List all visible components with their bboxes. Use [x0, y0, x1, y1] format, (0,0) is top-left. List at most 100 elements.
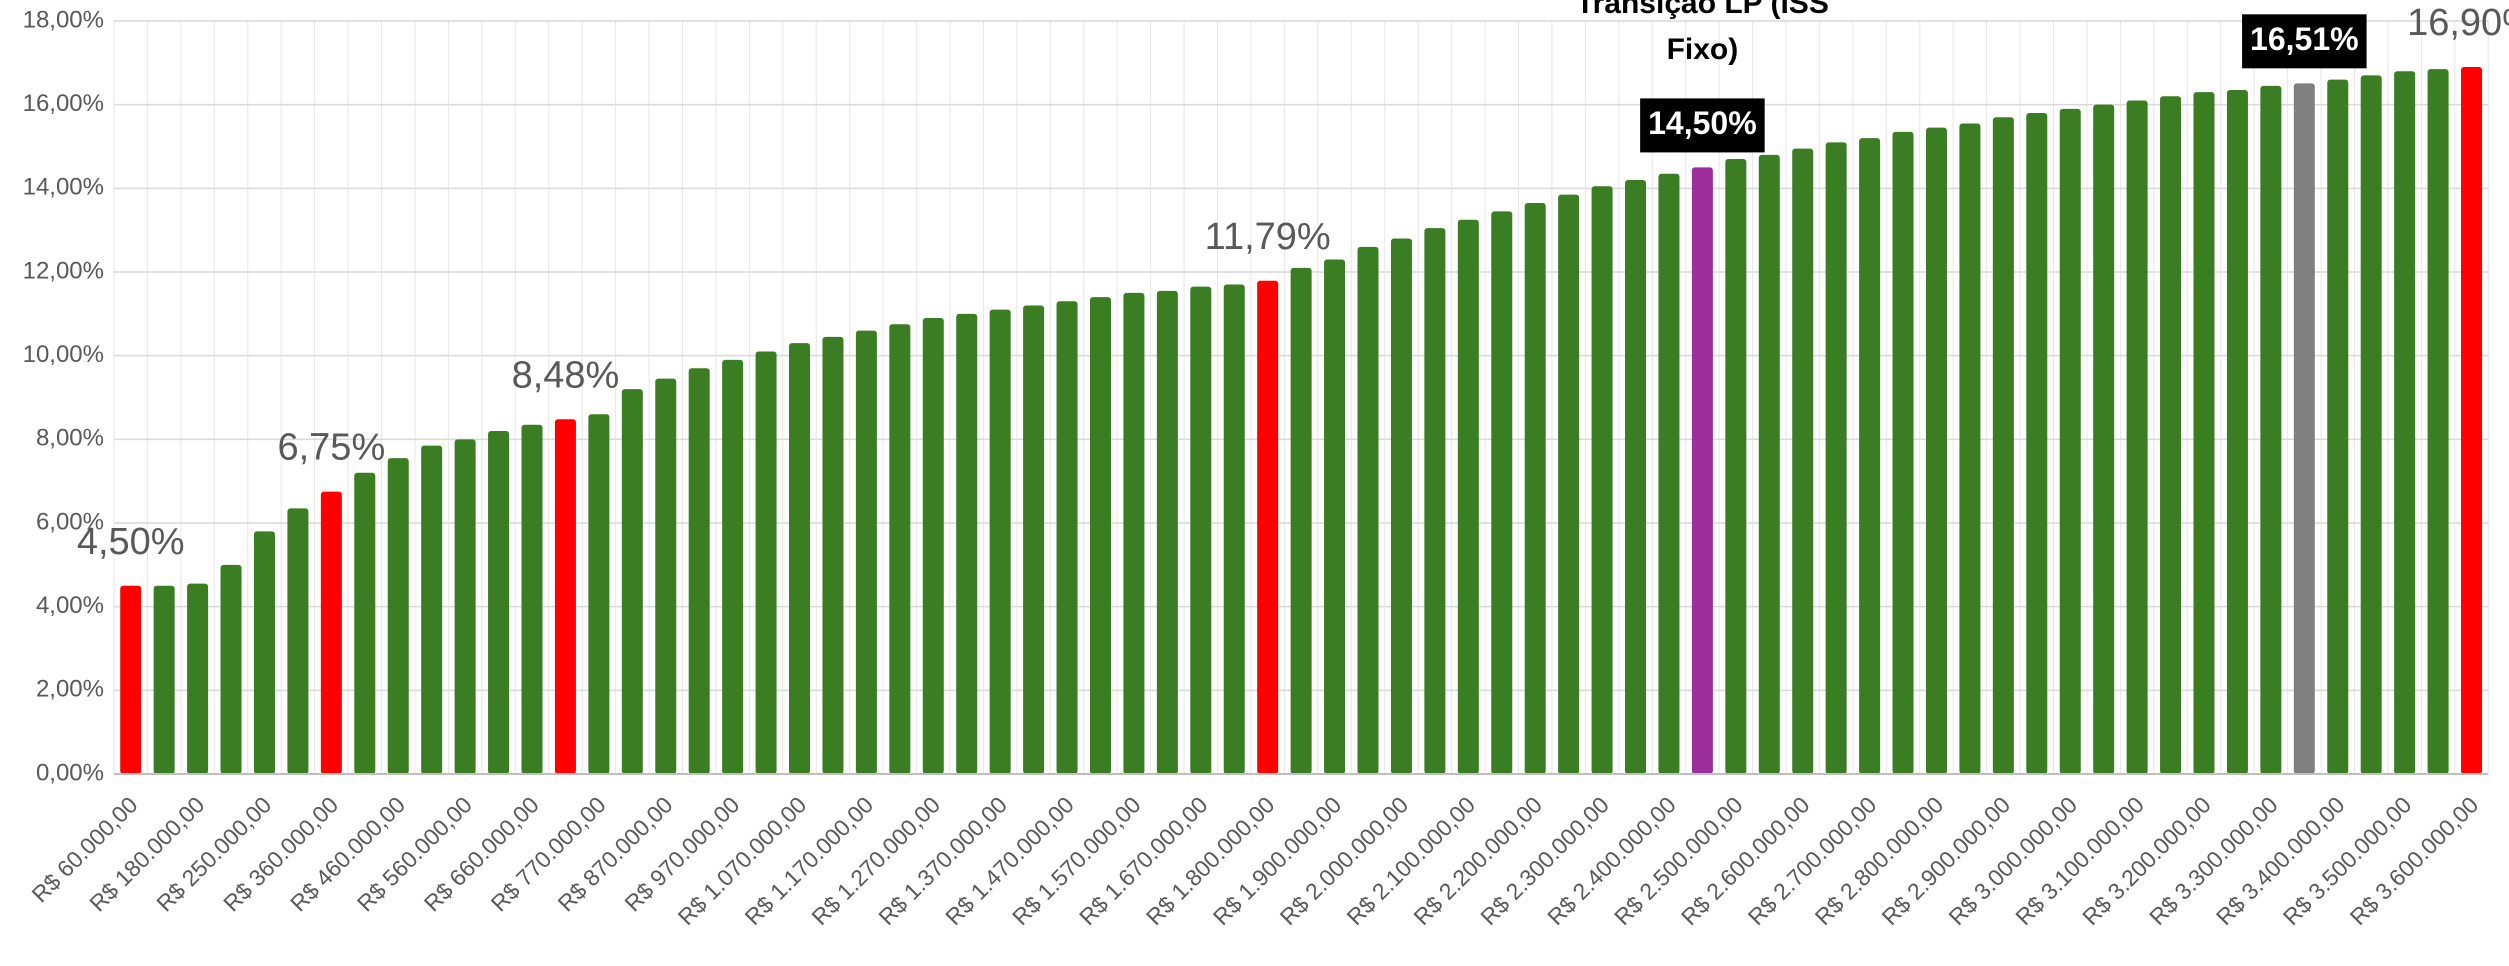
bar [1123, 292, 1145, 774]
bar [1591, 186, 1613, 774]
bar [889, 324, 911, 774]
bar [822, 336, 844, 774]
bar [1959, 123, 1981, 774]
bar [1089, 297, 1111, 774]
bar [1792, 148, 1814, 774]
bar [1859, 138, 1881, 775]
y-tick-label: 16,00% [23, 90, 104, 117]
bar [1223, 284, 1245, 774]
x-tick-label: R$ 770.000,00 [486, 791, 611, 916]
y-tick-label: 14,00% [23, 174, 104, 201]
bar [454, 439, 476, 774]
bar [2226, 90, 2248, 774]
y-tick-label: 12,00% [23, 257, 104, 284]
x-tick-label: R$ 970.000,00 [619, 791, 744, 916]
data-label: 8,48% [512, 354, 620, 396]
bar [2093, 104, 2115, 774]
y-tick-label: 18,00% [23, 6, 104, 33]
bar [253, 531, 275, 774]
y-tick-label: 10,00% [23, 341, 104, 368]
bar [1691, 167, 1713, 774]
bar [755, 351, 777, 774]
data-label: 16,51% [2250, 21, 2359, 57]
bar [1558, 194, 1580, 774]
y-tick-label: 2,00% [36, 676, 104, 703]
bar [1390, 238, 1412, 775]
bar [1625, 179, 1647, 774]
bar [1725, 159, 1747, 775]
bar [1524, 202, 1546, 775]
bar [2293, 83, 2315, 774]
bar [1992, 117, 2014, 774]
bar [1825, 142, 1847, 775]
bar [421, 445, 443, 774]
bar [1190, 286, 1212, 774]
y-tick-label: 0,00% [36, 759, 104, 786]
bar [354, 472, 376, 774]
bar [855, 330, 877, 774]
bar [1758, 154, 1780, 774]
bar [2193, 92, 2215, 774]
data-label: 14,50% [1648, 105, 1757, 141]
data-label: 6,75% [277, 427, 385, 469]
annotation: Transição LP (ISS [1576, 0, 1829, 20]
bar [2327, 79, 2349, 775]
bar [554, 419, 576, 774]
bar [2160, 96, 2182, 775]
bar [1457, 219, 1479, 775]
data-label: 4,50% [77, 521, 185, 563]
bar [2026, 113, 2048, 775]
y-tick-label: 8,00% [36, 425, 104, 452]
bar [2394, 71, 2416, 774]
x-tick-label: R$ 460.000,00 [285, 791, 410, 916]
bar [1357, 246, 1379, 774]
x-tick-label: R$ 360.000,00 [218, 791, 343, 916]
bar [2059, 108, 2081, 775]
bar [1424, 228, 1446, 774]
bar [2360, 75, 2382, 775]
bar [922, 318, 944, 774]
bar [220, 564, 242, 774]
bar [789, 343, 811, 774]
y-tick-label: 4,00% [36, 592, 104, 619]
bar [1290, 267, 1312, 774]
bar [387, 458, 409, 774]
bar [2427, 69, 2449, 774]
bar [2461, 67, 2483, 775]
bar [320, 491, 342, 774]
bar [1257, 280, 1279, 774]
bar [521, 424, 543, 774]
data-label: 11,79% [1205, 216, 1331, 258]
bar [1056, 301, 1078, 774]
bar [655, 378, 677, 774]
bar [722, 359, 744, 774]
bar [1925, 127, 1947, 775]
bar [488, 430, 510, 774]
bar [989, 309, 1011, 774]
y-tick-label: 6,00% [36, 508, 104, 535]
bar [2260, 85, 2282, 774]
x-tick-label: R$ 180.000,00 [84, 791, 209, 916]
x-tick-label: R$ 660.000,00 [419, 791, 544, 916]
bar [1156, 290, 1178, 774]
x-tick-label: R$ 560.000,00 [352, 791, 477, 916]
bar [621, 389, 643, 774]
bar [1892, 131, 1914, 774]
x-tick-label: R$ 870.000,00 [553, 791, 678, 916]
bar [1491, 211, 1513, 774]
bar [1658, 173, 1680, 775]
bar [287, 508, 309, 774]
bar [120, 585, 142, 774]
x-tick-label: R$ 250.000,00 [151, 791, 276, 916]
bar [187, 583, 209, 774]
bar [1324, 259, 1346, 774]
bar [1023, 305, 1045, 774]
bar [688, 368, 710, 774]
bar [956, 313, 978, 774]
data-label-box [1640, 98, 1765, 153]
bar [588, 414, 610, 774]
bar [153, 585, 175, 774]
data-label-box [2242, 14, 2367, 69]
data-label: 16,90% [2407, 2, 2509, 44]
